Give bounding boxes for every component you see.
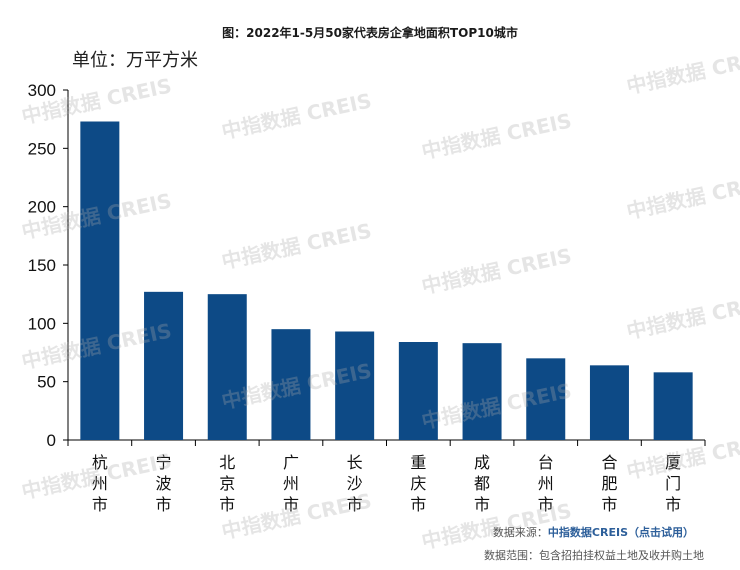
chart-title: 图：2022年1-5月50家代表房企拿地面积TOP10城市 xyxy=(222,26,518,40)
x-tick-label: 杭州市 xyxy=(92,453,108,514)
y-tick-label: 150 xyxy=(28,256,56,275)
footer-source: 数据来源：中指数据CREIS（点击试用） xyxy=(493,524,694,540)
x-tick-label: 台州市 xyxy=(538,453,554,514)
x-tick-label: 长沙市 xyxy=(347,453,363,514)
x-tick-label: 合肥市 xyxy=(601,453,617,514)
y-tick-label: 250 xyxy=(28,139,56,158)
bar xyxy=(526,358,566,440)
x-tick-label: 重庆市 xyxy=(410,453,426,514)
x-tick-label: 成都市 xyxy=(474,453,490,514)
bar xyxy=(398,342,438,440)
source-brand-link[interactable]: 中指数据CREIS（点击试用） xyxy=(547,526,694,539)
source-label: 数据来源： xyxy=(492,526,548,539)
bar xyxy=(589,365,629,440)
bar xyxy=(335,331,375,440)
y-tick-label: 0 xyxy=(47,431,56,450)
bar xyxy=(653,372,693,440)
bar xyxy=(462,343,502,440)
bar xyxy=(271,329,311,440)
footer-scope: 数据范围：包含招拍挂权益土地及收并购土地 xyxy=(484,549,704,562)
bar xyxy=(207,294,247,440)
y-tick-label: 300 xyxy=(28,81,56,100)
bar xyxy=(80,121,120,440)
x-tick-label: 厦门市 xyxy=(665,453,681,514)
y-tick-label: 50 xyxy=(37,373,56,392)
y-tick-label: 100 xyxy=(28,314,56,333)
unit-label: 单位：万平方米 xyxy=(72,50,198,71)
x-tick-label: 北京市 xyxy=(219,453,235,514)
bar xyxy=(144,291,184,440)
x-tick-label: 宁波市 xyxy=(156,453,172,514)
x-tick-label: 广州市 xyxy=(283,453,299,514)
y-tick-label: 200 xyxy=(28,198,56,217)
